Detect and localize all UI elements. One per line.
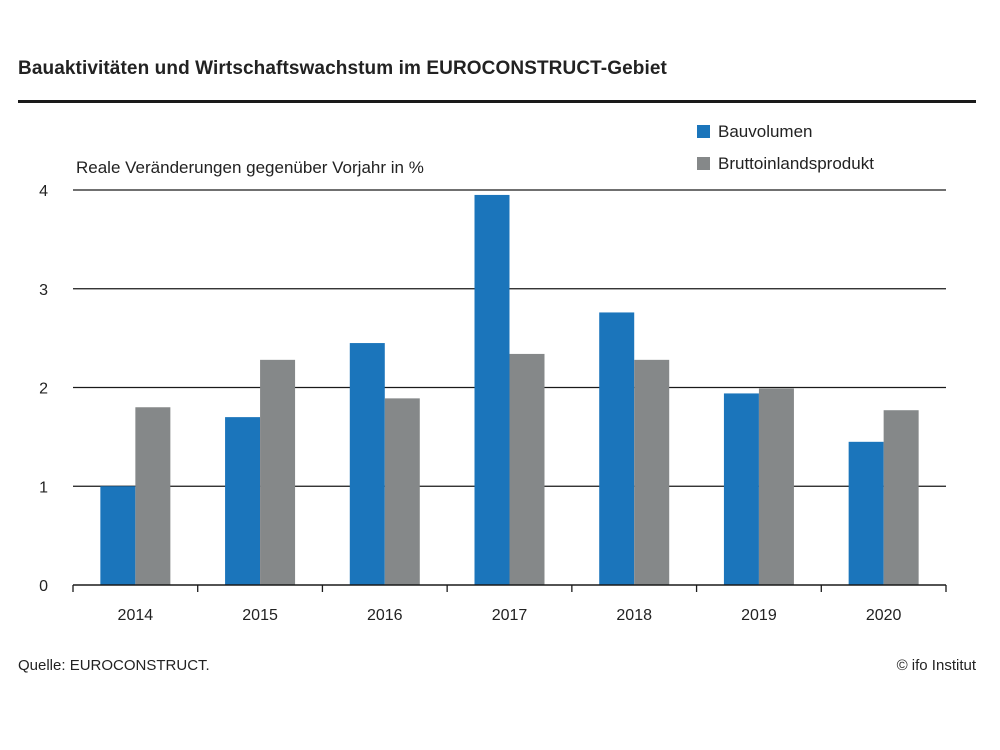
legend-swatch-bauvolumen bbox=[697, 125, 710, 138]
y-tick-label: 0 bbox=[39, 578, 48, 595]
x-tick-label: 2016 bbox=[367, 607, 403, 624]
y-tick-labels: 0 1 2 3 4 bbox=[39, 183, 48, 595]
legend-swatch-bip bbox=[697, 157, 710, 170]
bar-bip-2015 bbox=[260, 359, 296, 585]
x-tick-label: 2019 bbox=[741, 607, 777, 624]
y-axis-label: Reale Veränderungen gegenüber Vorjahr in… bbox=[76, 158, 424, 177]
y-tick-label: 1 bbox=[39, 479, 48, 496]
x-tick-label: 2020 bbox=[866, 607, 902, 624]
title-rule bbox=[18, 100, 976, 103]
legend: Bauvolumen Bruttoinlandsprodukt bbox=[697, 122, 874, 173]
x-tick-label: 2014 bbox=[118, 607, 154, 624]
bar-bip-2016 bbox=[384, 398, 420, 585]
bar-bip-2019 bbox=[758, 388, 794, 585]
bar-bauvolumen-2017 bbox=[474, 194, 510, 585]
y-tick-label: 4 bbox=[39, 183, 48, 200]
source-note: Quelle: EUROCONSTRUCT. bbox=[18, 657, 210, 674]
y-tick-label: 3 bbox=[39, 282, 48, 299]
bar-bip-2017 bbox=[509, 353, 545, 585]
bars bbox=[100, 194, 919, 585]
y-tick-label: 2 bbox=[39, 381, 48, 398]
x-axis: 2014 2015 2016 2017 2018 2019 2020 bbox=[72, 584, 947, 624]
bar-bauvolumen-2014 bbox=[100, 486, 136, 585]
bar-bauvolumen-2019 bbox=[723, 393, 759, 585]
x-tick-label: 2018 bbox=[616, 607, 652, 624]
legend-label-bip: Bruttoinlandsprodukt bbox=[718, 154, 874, 173]
bar-bauvolumen-2020 bbox=[848, 441, 884, 585]
bar-bauvolumen-2015 bbox=[225, 417, 261, 585]
x-tick-label: 2015 bbox=[242, 607, 278, 624]
chart-title: Bauaktivitäten und Wirtschaftswachstum i… bbox=[18, 58, 667, 79]
bar-bip-2018 bbox=[634, 359, 670, 585]
x-tick-label: 2017 bbox=[492, 607, 528, 624]
legend-label-bauvolumen: Bauvolumen bbox=[718, 122, 813, 141]
bar-bip-2020 bbox=[883, 410, 919, 585]
bar-bauvolumen-2016 bbox=[349, 343, 385, 585]
bar-bauvolumen-2018 bbox=[599, 312, 635, 585]
bar-bip-2014 bbox=[135, 407, 171, 585]
copyright-note: © ifo Institut bbox=[896, 657, 976, 674]
